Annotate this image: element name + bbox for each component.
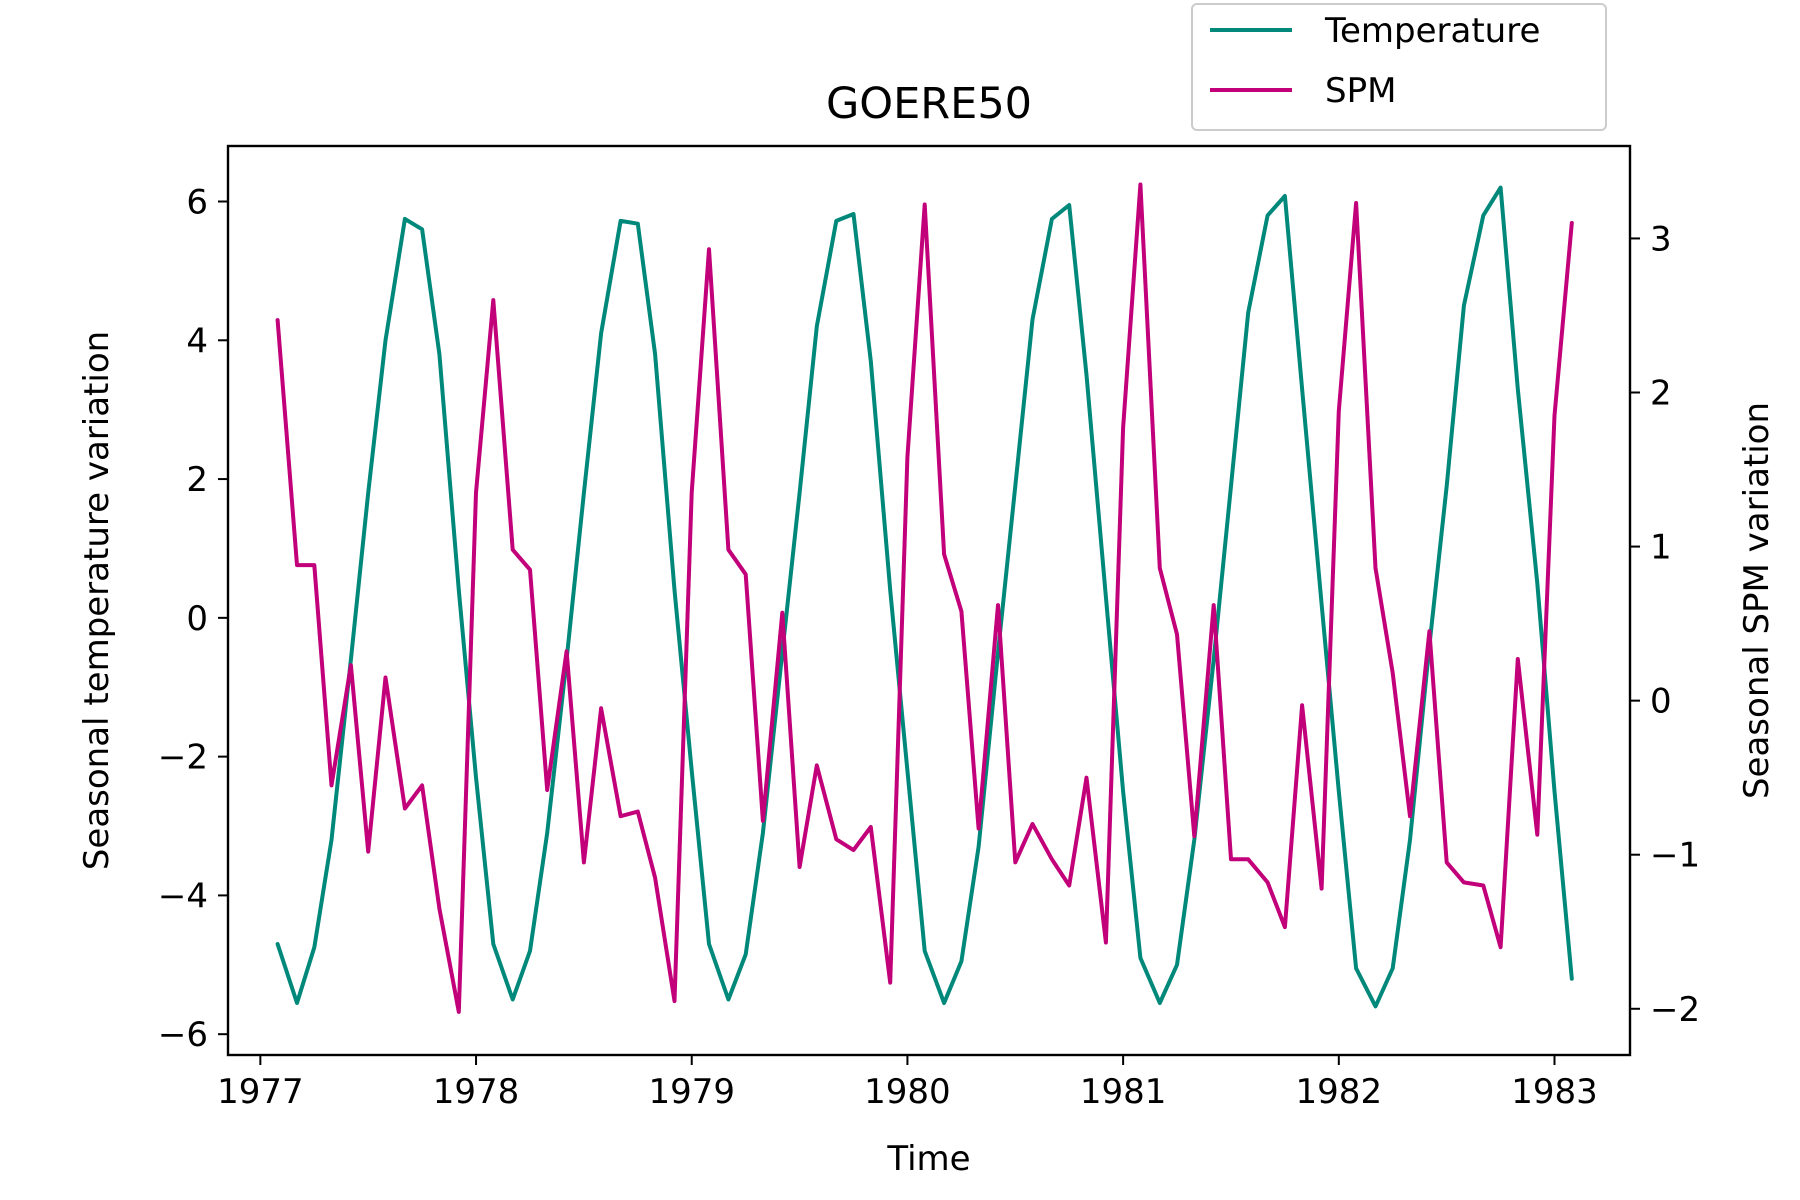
- y-left-tick-label: −2: [158, 738, 208, 778]
- y-axis-right: −2 −1 0 1 2 3: [1630, 219, 1700, 1030]
- y-left-tick-label: 6: [186, 183, 208, 223]
- plot-lines: [275, 182, 1574, 1014]
- y-right-tick-label: 3: [1650, 219, 1672, 259]
- y-right-tick-label: 2: [1650, 374, 1672, 414]
- x-tick-label: 1982: [1296, 1072, 1383, 1112]
- x-tick-label: 1983: [1511, 1072, 1598, 1112]
- legend-box: [1191, 3, 1607, 131]
- x-tick-label: 1980: [864, 1072, 951, 1112]
- legend-label-spm: SPM: [1325, 71, 1396, 111]
- legend-label-temperature: Temperature: [1324, 11, 1540, 51]
- y-right-tick-label: −1: [1650, 836, 1700, 876]
- y-right-tick-label: −2: [1650, 990, 1700, 1030]
- x-axis-title: Time: [886, 1139, 970, 1179]
- y-right-tick-label: 0: [1650, 682, 1672, 722]
- y-left-tick-label: 0: [186, 599, 208, 639]
- x-tick-label: 1979: [648, 1072, 735, 1112]
- y-right-tick-label: 1: [1650, 528, 1672, 568]
- legend: Temperature SPM: [1191, 3, 1607, 131]
- x-tick-label: 1981: [1080, 1072, 1167, 1112]
- y-left-tick-label: 4: [186, 321, 208, 361]
- y-left-tick-label: −4: [158, 876, 208, 916]
- y-axis-right-title: Seasonal SPM variation: [1737, 402, 1777, 799]
- x-tick-label: 1978: [433, 1072, 520, 1112]
- y-axis-left-title: Seasonal temperature variation: [77, 331, 117, 870]
- y-axis-left: −6 −4 −2 0 2 4 6: [158, 183, 228, 1055]
- chart-title: GOERE50: [826, 79, 1032, 129]
- series-line-spm: [275, 182, 1574, 1014]
- y-left-tick-label: −6: [158, 1015, 208, 1055]
- y-left-tick-label: 2: [186, 460, 208, 500]
- x-tick-label: 1977: [217, 1072, 304, 1112]
- plot-frame: [226, 144, 1632, 1057]
- series-line-temperature: [275, 185, 1574, 1009]
- x-axis: 1977 1978 1979 1980 1981 1982 1983: [217, 1055, 1598, 1112]
